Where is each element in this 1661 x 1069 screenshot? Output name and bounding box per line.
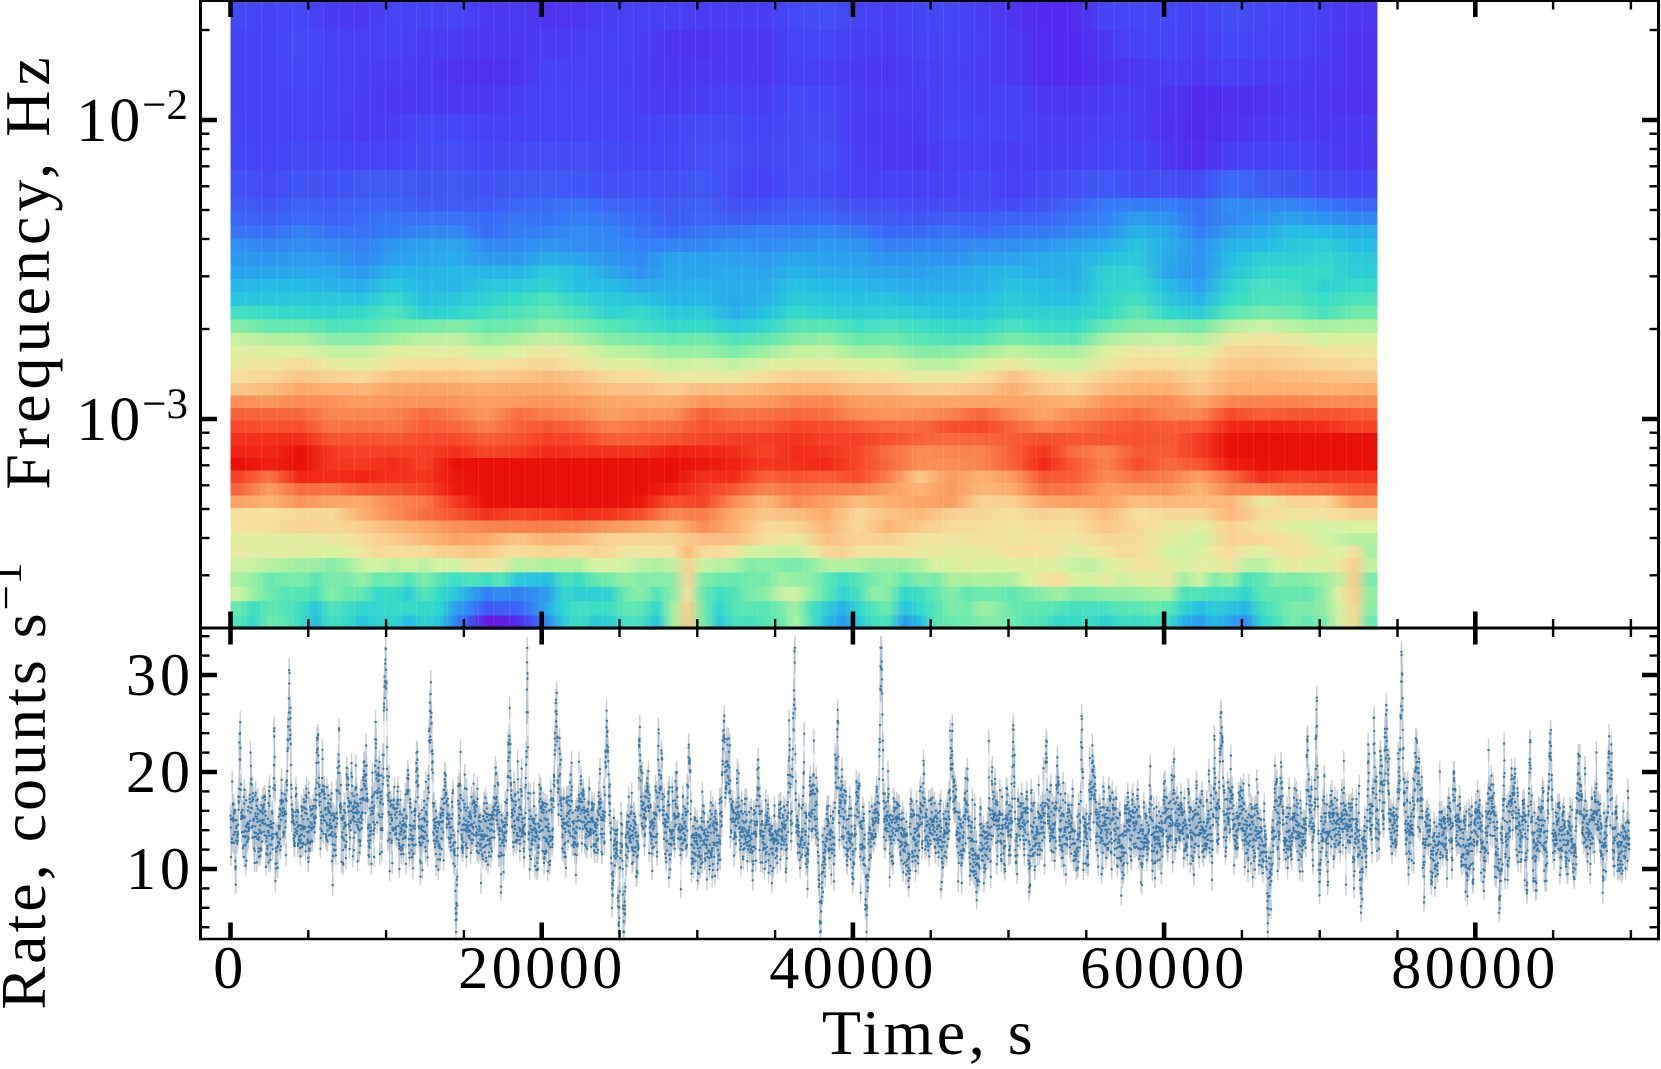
svg-text:Rate, counts s−1: Rate, counts s−1: [0, 562, 59, 1009]
svg-text:Frequency, Hz: Frequency, Hz: [0, 52, 63, 490]
svg-text:Time, s: Time, s: [822, 997, 1036, 1068]
svg-text:60000: 60000: [1080, 935, 1248, 1001]
svg-text:10−3: 10−3: [76, 381, 188, 454]
svg-text:20: 20: [126, 739, 194, 805]
svg-text:10: 10: [126, 836, 194, 902]
svg-text:40000: 40000: [769, 935, 937, 1001]
svg-text:0: 0: [213, 935, 247, 1001]
svg-text:20000: 20000: [458, 935, 626, 1001]
svg-text:80000: 80000: [1391, 935, 1559, 1001]
svg-text:30: 30: [126, 642, 194, 708]
